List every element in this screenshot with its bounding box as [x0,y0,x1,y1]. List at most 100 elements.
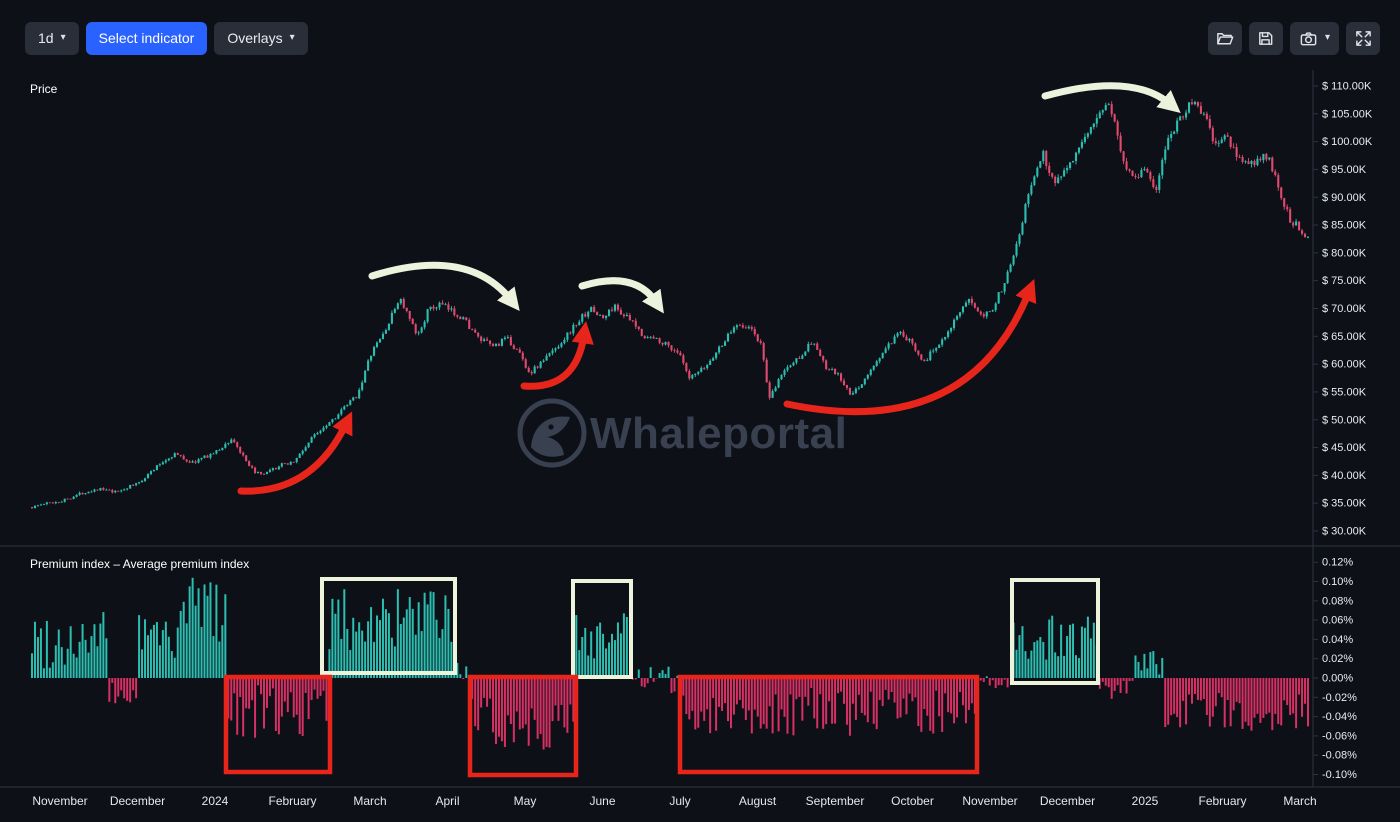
premium-bar [935,678,938,691]
candle [188,461,191,463]
select-indicator-button[interactable]: Select indicator [85,21,208,55]
premium-bar [584,627,587,678]
candle [489,340,492,344]
premium-bar [756,678,759,717]
premium-bar [489,678,492,699]
trend-arrow-red[interactable] [237,411,353,495]
highlight-box-positive[interactable] [320,577,457,675]
premium-axis-label: 0.12% [1322,557,1353,569]
candle [831,368,834,370]
premium-bar [260,678,263,695]
highlight-box-negative[interactable] [677,674,980,775]
overlays-dropdown[interactable]: Overlays ▾ [214,21,308,55]
screenshot-dropdown[interactable]: ▾ [1289,21,1339,55]
candle [819,349,822,357]
premium-bar [616,622,619,678]
time-axis-label: 2024 [202,794,229,808]
premium-bar [1262,678,1265,718]
premium-bar [637,669,640,678]
premium-panel-title: Premium index – Average premium index [30,557,249,571]
candle [161,462,164,465]
candle [1069,162,1072,169]
candle [914,343,917,351]
premium-bar [36,637,39,678]
premium-bar [90,636,93,678]
highlight-box-negative[interactable] [223,674,333,775]
premium-bar [762,678,765,725]
candle [539,361,542,368]
premium-bar [777,678,780,732]
time-axis[interactable]: November December 2024 February March April Ma… [32,794,1316,808]
candle [30,507,34,509]
highlight-box-positive[interactable] [1010,578,1100,685]
premium-bar [141,649,144,678]
highlight-box-negative[interactable] [467,674,579,778]
premium-bar [283,678,286,702]
candle [795,358,798,363]
premium-bar [613,640,616,678]
save-chart-button[interactable] [1248,21,1283,55]
candle [1012,255,1015,265]
premium-bar [414,634,417,678]
candle [593,306,596,313]
premium-bar [245,678,248,709]
candle [399,298,402,304]
candle [280,463,283,467]
candle [869,369,872,375]
price-panel-title: Price [30,82,58,96]
premium-bar [810,678,813,689]
premium-bar [982,678,985,683]
trend-arrow-red[interactable] [520,321,594,390]
premium-bar [438,637,441,678]
premium-bar [328,649,331,678]
premium-bar [117,678,120,697]
fullscreen-button[interactable] [1346,21,1380,55]
candle [456,315,459,317]
premium-bar [673,678,676,692]
open-chart-button[interactable] [1207,21,1242,55]
premium-bar [1021,626,1024,678]
highlight-box-positive[interactable] [571,579,633,679]
price-axis-label: $ 35.00K [1322,498,1367,510]
candle [506,337,509,338]
candle [825,360,828,369]
candle [1149,172,1152,180]
trend-arrow-white[interactable] [578,277,664,314]
premium-bar [203,584,206,678]
premium-bar [643,678,646,688]
trend-arrow-red[interactable] [783,279,1037,416]
premium-bar [1202,678,1205,699]
premium-bar [81,623,84,678]
premium-bar [322,678,325,691]
candle [387,323,390,331]
candle [1036,167,1039,177]
premium-bar [655,678,658,679]
premium-bar [1000,678,1003,686]
candle [480,336,483,341]
candle [51,502,54,504]
trend-arrow-white[interactable] [1041,82,1181,114]
candle [1054,176,1057,184]
premium-bar [1307,678,1309,727]
candle [417,332,420,334]
premium-bar [732,678,735,715]
candle [57,502,60,503]
trend-arrow-white[interactable] [368,261,520,311]
premium-axis[interactable]: 0.12% 0.10% 0.08% 0.06% 0.04% 0.02% 0.00% -0.02… [1313,557,1357,781]
candle [765,359,768,383]
premium-bar [1214,678,1217,707]
premium-bar [875,678,878,730]
candle [548,353,551,356]
candle [970,298,973,304]
candle [48,502,51,504]
premium-bar [1054,652,1057,678]
premium-bar [108,678,111,702]
watermark-whale-icon [531,416,570,457]
price-axis[interactable]: $ 110.00K $ 105.00K $ 100.00K $ 95.00K $ 90.… [1313,81,1373,538]
premium-bar [96,646,99,678]
timeframe-dropdown[interactable]: 1d ▾ [25,21,79,55]
candle [447,304,450,310]
candle [911,338,914,344]
candle [935,347,938,351]
